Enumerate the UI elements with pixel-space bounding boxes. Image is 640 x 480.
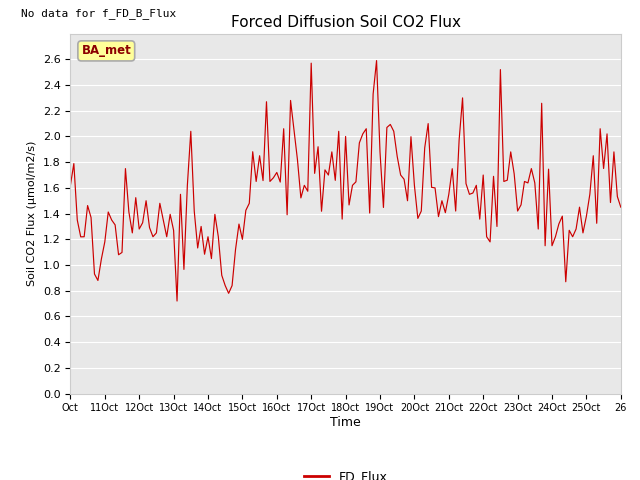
Legend: FD_Flux: FD_Flux bbox=[299, 465, 392, 480]
Title: Forced Diffusion Soil CO2 Flux: Forced Diffusion Soil CO2 Flux bbox=[230, 15, 461, 30]
Y-axis label: Soil CO2 Flux (μmol/m2/s): Soil CO2 Flux (μmol/m2/s) bbox=[28, 141, 37, 286]
X-axis label: Time: Time bbox=[330, 416, 361, 429]
Text: No data for f_FD_B_Flux: No data for f_FD_B_Flux bbox=[21, 8, 176, 19]
Text: BA_met: BA_met bbox=[81, 44, 131, 58]
